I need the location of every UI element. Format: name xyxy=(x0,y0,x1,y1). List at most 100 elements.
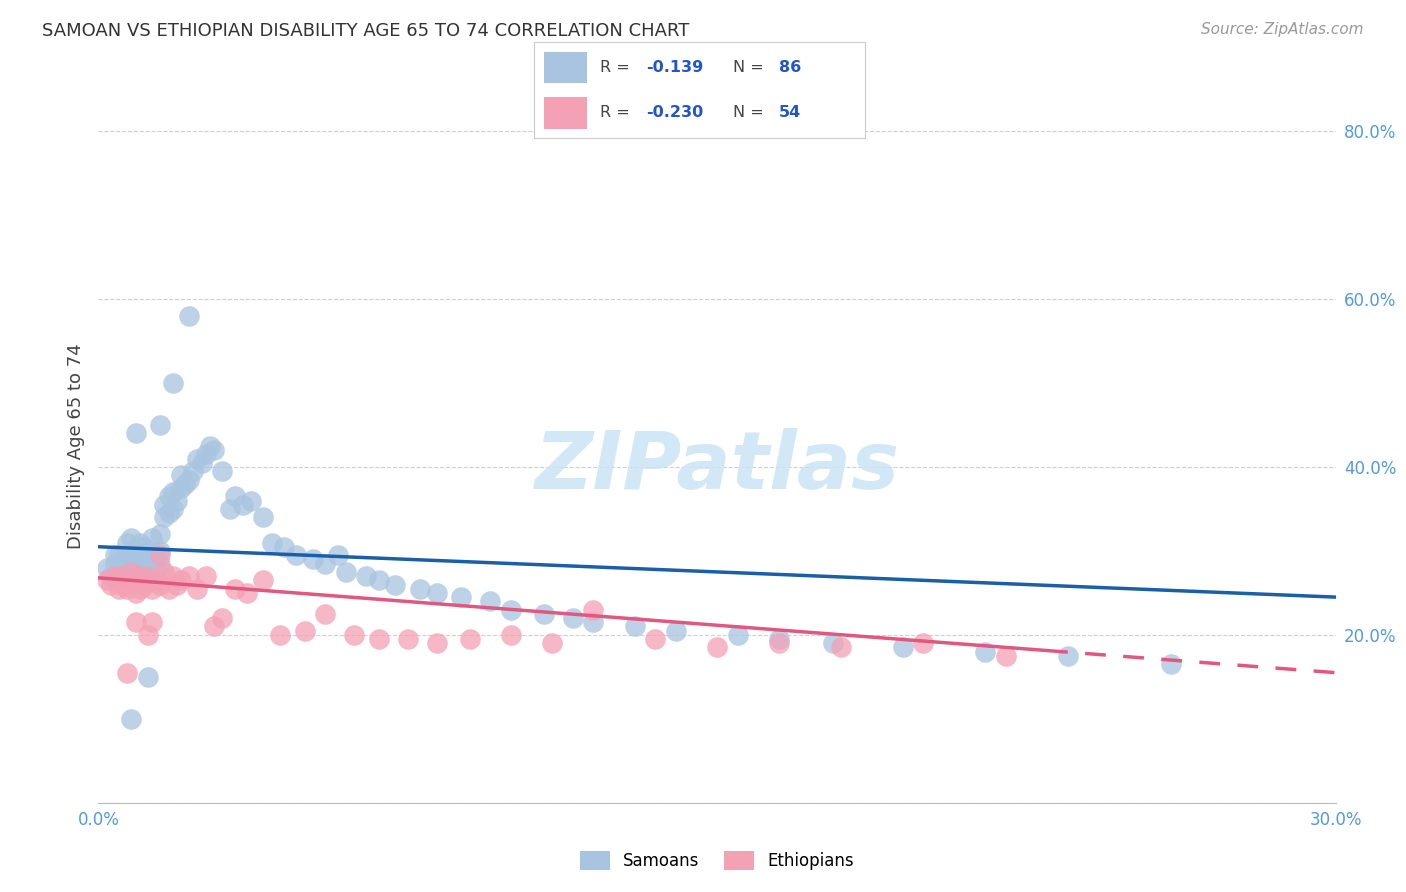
Point xyxy=(117,548,139,562)
Point xyxy=(623,619,645,633)
Point xyxy=(112,577,135,591)
Point xyxy=(727,628,749,642)
Point xyxy=(153,498,176,512)
Point xyxy=(128,560,150,574)
Point xyxy=(141,582,163,596)
Point xyxy=(533,607,555,621)
Text: SAMOAN VS ETHIOPIAN DISABILITY AGE 65 TO 74 CORRELATION CHART: SAMOAN VS ETHIOPIAN DISABILITY AGE 65 TO… xyxy=(42,22,689,40)
Point xyxy=(157,506,180,520)
Point xyxy=(100,569,122,583)
FancyBboxPatch shape xyxy=(544,52,588,83)
Point xyxy=(260,535,283,549)
Point xyxy=(104,569,127,583)
Point xyxy=(211,611,233,625)
Point xyxy=(202,443,225,458)
Point xyxy=(252,574,274,588)
Point xyxy=(665,624,688,638)
Point xyxy=(252,510,274,524)
Text: R =: R = xyxy=(600,105,636,120)
Point xyxy=(104,548,127,562)
Point xyxy=(426,586,449,600)
Point xyxy=(190,456,212,470)
Point xyxy=(117,535,139,549)
Point xyxy=(117,574,139,588)
Point xyxy=(582,603,605,617)
Point xyxy=(273,540,295,554)
Point xyxy=(830,640,852,655)
Text: R =: R = xyxy=(600,60,636,75)
Point xyxy=(994,648,1017,663)
Point xyxy=(132,540,155,554)
Point xyxy=(149,577,172,591)
Point xyxy=(112,552,135,566)
Point xyxy=(198,439,221,453)
Point xyxy=(157,582,180,596)
Point xyxy=(117,560,139,574)
Point xyxy=(108,548,131,562)
Point xyxy=(409,582,432,596)
Point xyxy=(149,527,172,541)
Point xyxy=(157,489,180,503)
Text: ZIPatlas: ZIPatlas xyxy=(534,428,900,507)
Point xyxy=(236,586,259,600)
Point xyxy=(706,640,728,655)
Point xyxy=(314,557,336,571)
Point xyxy=(458,632,481,646)
Point xyxy=(294,624,316,638)
Point xyxy=(149,557,172,571)
Point xyxy=(821,636,844,650)
Point xyxy=(124,574,146,588)
Point xyxy=(396,632,419,646)
Point xyxy=(1160,657,1182,672)
Point xyxy=(194,569,217,583)
Text: -0.139: -0.139 xyxy=(647,60,704,75)
Point xyxy=(179,569,201,583)
Point xyxy=(240,493,263,508)
Point xyxy=(170,574,193,588)
Point xyxy=(117,665,139,680)
Point xyxy=(153,565,176,579)
Point xyxy=(162,485,184,500)
Point xyxy=(269,628,291,642)
Point xyxy=(141,548,163,562)
Point xyxy=(108,582,131,596)
Point xyxy=(170,468,193,483)
Point xyxy=(128,569,150,583)
Point xyxy=(108,569,131,583)
Point xyxy=(136,544,159,558)
Point xyxy=(136,569,159,583)
Text: 54: 54 xyxy=(779,105,801,120)
Point xyxy=(561,611,583,625)
Text: N =: N = xyxy=(733,60,769,75)
Point xyxy=(117,582,139,596)
Point xyxy=(120,532,142,546)
Point xyxy=(582,615,605,630)
Point xyxy=(302,552,325,566)
Point xyxy=(128,535,150,549)
Point xyxy=(644,632,666,646)
Point xyxy=(541,636,564,650)
Point xyxy=(179,309,201,323)
Point xyxy=(912,636,935,650)
Point xyxy=(194,447,217,461)
Point xyxy=(132,557,155,571)
Point xyxy=(170,481,193,495)
Point xyxy=(149,417,172,432)
Point xyxy=(120,712,142,726)
Point xyxy=(202,619,225,633)
Point xyxy=(112,569,135,583)
Point xyxy=(367,574,389,588)
Point xyxy=(124,426,146,441)
Point xyxy=(186,451,208,466)
Y-axis label: Disability Age 65 to 74: Disability Age 65 to 74 xyxy=(66,343,84,549)
Point xyxy=(224,582,246,596)
Text: Source: ZipAtlas.com: Source: ZipAtlas.com xyxy=(1201,22,1364,37)
Point xyxy=(124,548,146,562)
Point xyxy=(145,560,167,574)
Point xyxy=(141,532,163,546)
Point xyxy=(285,548,308,562)
Point xyxy=(314,607,336,621)
Point xyxy=(768,636,790,650)
Point xyxy=(141,615,163,630)
Text: N =: N = xyxy=(733,105,769,120)
